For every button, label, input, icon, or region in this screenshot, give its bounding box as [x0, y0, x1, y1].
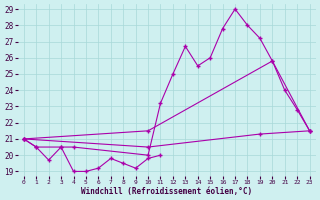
- X-axis label: Windchill (Refroidissement éolien,°C): Windchill (Refroidissement éolien,°C): [81, 187, 252, 196]
